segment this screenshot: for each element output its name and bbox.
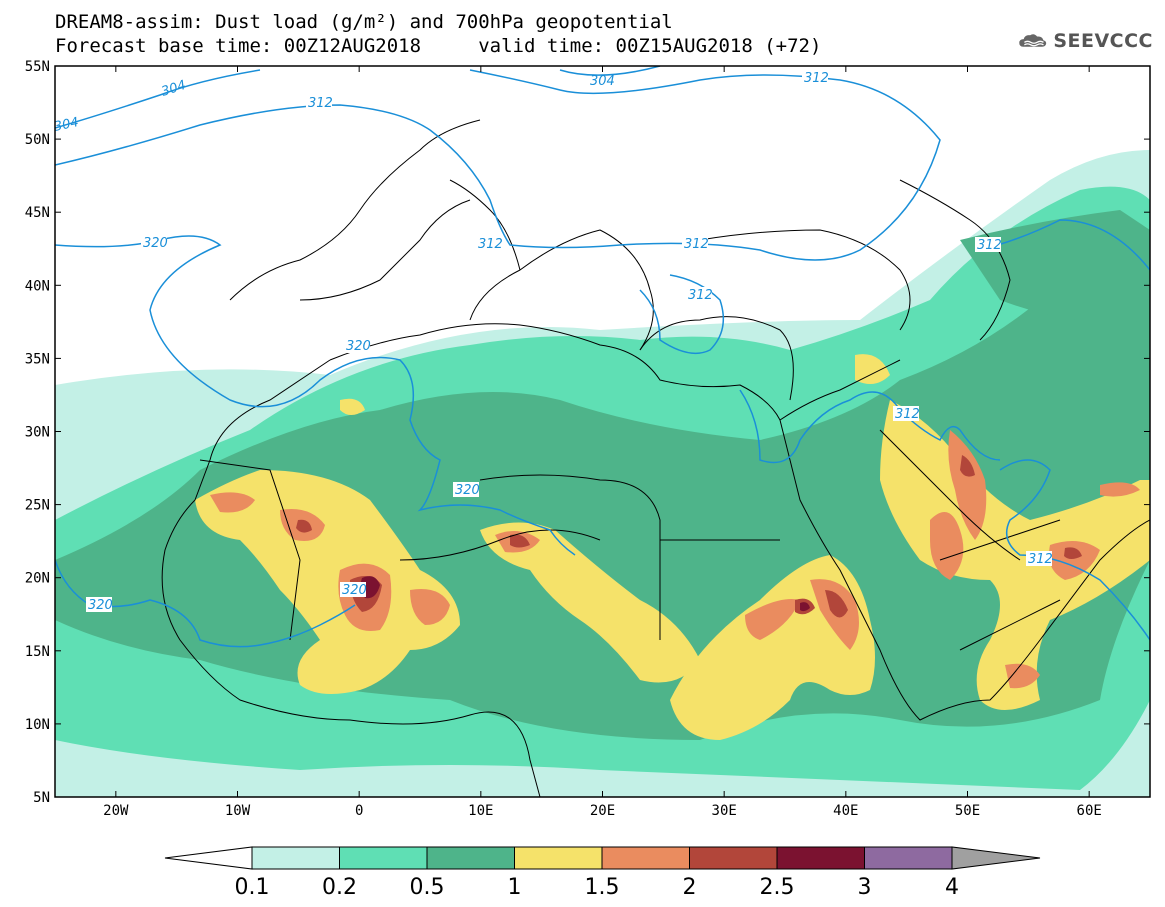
lat-tick-label: 40N (25, 278, 50, 294)
lat-tick-label: 55N (25, 59, 50, 75)
colorbar-swatch (426, 846, 515, 870)
colorbar-level-label: 1.5 (585, 875, 620, 900)
contour-label: 312 (804, 71, 829, 86)
contour-label: 312 (684, 237, 709, 252)
contour-label: 304 (53, 115, 80, 135)
contour-label: 312 (478, 237, 503, 252)
contour-label: 304 (160, 78, 188, 100)
seevccc-logo: SEEVCCC (1018, 25, 1153, 57)
lat-tick-label: 25N (25, 498, 50, 514)
colorbar-under-arrow (164, 846, 253, 870)
lat-tick-label: 5N (33, 790, 50, 806)
contour-label: 304 (590, 74, 615, 89)
colorbar-swatch (514, 846, 603, 870)
geopotential-contours (55, 66, 1150, 648)
chart-title-line1: DREAM8-assim: Dust load (g/m²) and 700hP… (55, 11, 673, 33)
lat-tick-label: 30N (25, 425, 50, 441)
colorbar-level-label: 4 (945, 875, 959, 900)
colorbar-over-arrow (951, 846, 1041, 870)
lon-tick-label: 30E (712, 803, 737, 819)
lat-tick-label: 15N (25, 644, 50, 660)
colorbar-level-label: 0.5 (410, 875, 445, 900)
lon-tick-label: 20W (103, 803, 129, 819)
lat-tick-label: 45N (25, 205, 50, 221)
colorbar-swatch (776, 846, 865, 870)
contour-label: 312 (688, 288, 713, 303)
colorbar-swatch (339, 846, 428, 870)
colorbar-level-label: 3 (858, 875, 872, 900)
colorbar-swatch (864, 846, 953, 870)
colorbar-swatch (601, 846, 690, 870)
colorbar-level-label: 2 (683, 875, 697, 900)
lat-tick-label: 10N (25, 717, 50, 733)
contour-label: 312 (1028, 552, 1053, 567)
colorbar-level-label: 1 (508, 875, 522, 900)
lat-tick-label: 35N (25, 351, 50, 367)
colorbar-swatch (251, 846, 340, 870)
contour-label: 320 (143, 236, 168, 251)
lon-tick-label: 10E (468, 803, 493, 819)
colorbar-level-label: 0.2 (322, 875, 357, 900)
lon-tick-label: 10W (225, 803, 251, 819)
lon-tick-label: 20E (590, 803, 615, 819)
latitude-labels: 55N 50N 45N 40N 35N 30N 25N 20N 15N 10N 5N (25, 59, 1150, 806)
contour-label: 320 (342, 583, 367, 598)
lon-tick-label: 50E (955, 803, 980, 819)
colorbar-level-label: 0.1 (235, 875, 270, 900)
chart-title-line2: Forecast base time: 00Z12AUG2018 valid t… (55, 35, 822, 57)
cloud-icon (1019, 34, 1047, 47)
lon-tick-label: 0 (355, 803, 363, 819)
lat-tick-label: 20N (25, 571, 50, 587)
contour-label: 320 (346, 339, 371, 354)
contour-label: 312 (977, 238, 1002, 253)
lon-tick-label: 40E (833, 803, 858, 819)
colorbar-swatch (689, 846, 778, 870)
colorbar-level-label: 2.5 (760, 875, 795, 900)
contour-label: 312 (895, 407, 920, 422)
contour-label: 320 (88, 598, 113, 613)
lon-tick-label: 60E (1077, 803, 1102, 819)
longitude-labels: 20W 10W 0 10E 20E 30E 40E 50E 60E (103, 66, 1102, 819)
lat-tick-label: 50N (25, 132, 50, 148)
contour-label: 320 (455, 483, 480, 498)
logo-text: SEEVCCC (1053, 30, 1153, 52)
contour-labels: 304 304 304 312 312 312 312 312 312 312 … (53, 70, 1053, 613)
contour-label: 312 (308, 96, 333, 111)
